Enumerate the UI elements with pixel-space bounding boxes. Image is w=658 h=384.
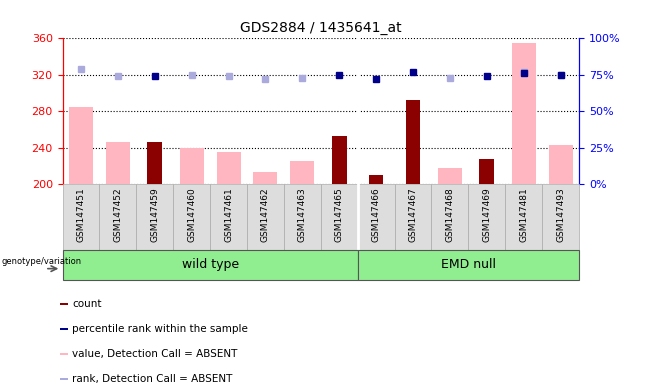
Bar	[549, 145, 572, 184]
Text: wild type: wild type	[182, 258, 239, 271]
Bar	[368, 175, 384, 184]
Bar	[210, 184, 247, 250]
Bar	[505, 184, 542, 250]
Text: GSM147459: GSM147459	[150, 188, 159, 242]
Bar	[395, 184, 432, 250]
Bar	[284, 184, 321, 250]
Text: GSM147452: GSM147452	[113, 188, 122, 242]
Bar	[216, 152, 241, 184]
Bar	[63, 184, 99, 250]
Text: GSM147467: GSM147467	[409, 188, 418, 242]
Text: genotype/variation: genotype/variation	[1, 257, 82, 266]
Bar	[512, 43, 536, 184]
Bar	[405, 101, 420, 184]
Bar	[136, 184, 173, 250]
Bar	[180, 148, 203, 184]
Text: GSM147493: GSM147493	[556, 188, 565, 242]
Text: GSM147465: GSM147465	[335, 188, 343, 242]
Text: percentile rank within the sample: percentile rank within the sample	[72, 324, 248, 334]
Text: GSM147460: GSM147460	[187, 188, 196, 242]
Bar	[468, 184, 505, 250]
Bar	[290, 161, 315, 184]
Text: value, Detection Call = ABSENT: value, Detection Call = ABSENT	[72, 349, 238, 359]
Bar	[542, 184, 579, 250]
Bar	[321, 184, 358, 250]
Text: GSM147462: GSM147462	[261, 188, 270, 242]
Title: GDS2884 / 1435641_at: GDS2884 / 1435641_at	[240, 21, 401, 35]
Bar	[61, 328, 68, 330]
Bar	[432, 184, 468, 250]
Bar	[253, 172, 278, 184]
Text: GSM147481: GSM147481	[519, 188, 528, 242]
Bar	[480, 159, 494, 184]
Text: GSM147469: GSM147469	[482, 188, 492, 242]
Bar	[106, 142, 130, 184]
Bar	[247, 184, 284, 250]
Bar	[173, 184, 210, 250]
Bar	[61, 353, 68, 355]
Bar	[61, 378, 68, 380]
Text: GSM147451: GSM147451	[76, 188, 86, 242]
Bar	[99, 184, 136, 250]
Bar	[332, 136, 347, 184]
Text: EMD null: EMD null	[441, 258, 496, 271]
Text: GSM147463: GSM147463	[298, 188, 307, 242]
Text: GSM147466: GSM147466	[372, 188, 380, 242]
Bar	[63, 250, 358, 280]
Text: GSM147468: GSM147468	[445, 188, 455, 242]
Bar	[358, 184, 395, 250]
Text: count: count	[72, 299, 102, 309]
Text: GSM147461: GSM147461	[224, 188, 233, 242]
Bar	[69, 107, 93, 184]
Bar	[358, 250, 579, 280]
Bar	[438, 168, 462, 184]
Text: rank, Detection Call = ABSENT: rank, Detection Call = ABSENT	[72, 374, 233, 384]
Bar	[147, 142, 162, 184]
Bar	[61, 303, 68, 305]
